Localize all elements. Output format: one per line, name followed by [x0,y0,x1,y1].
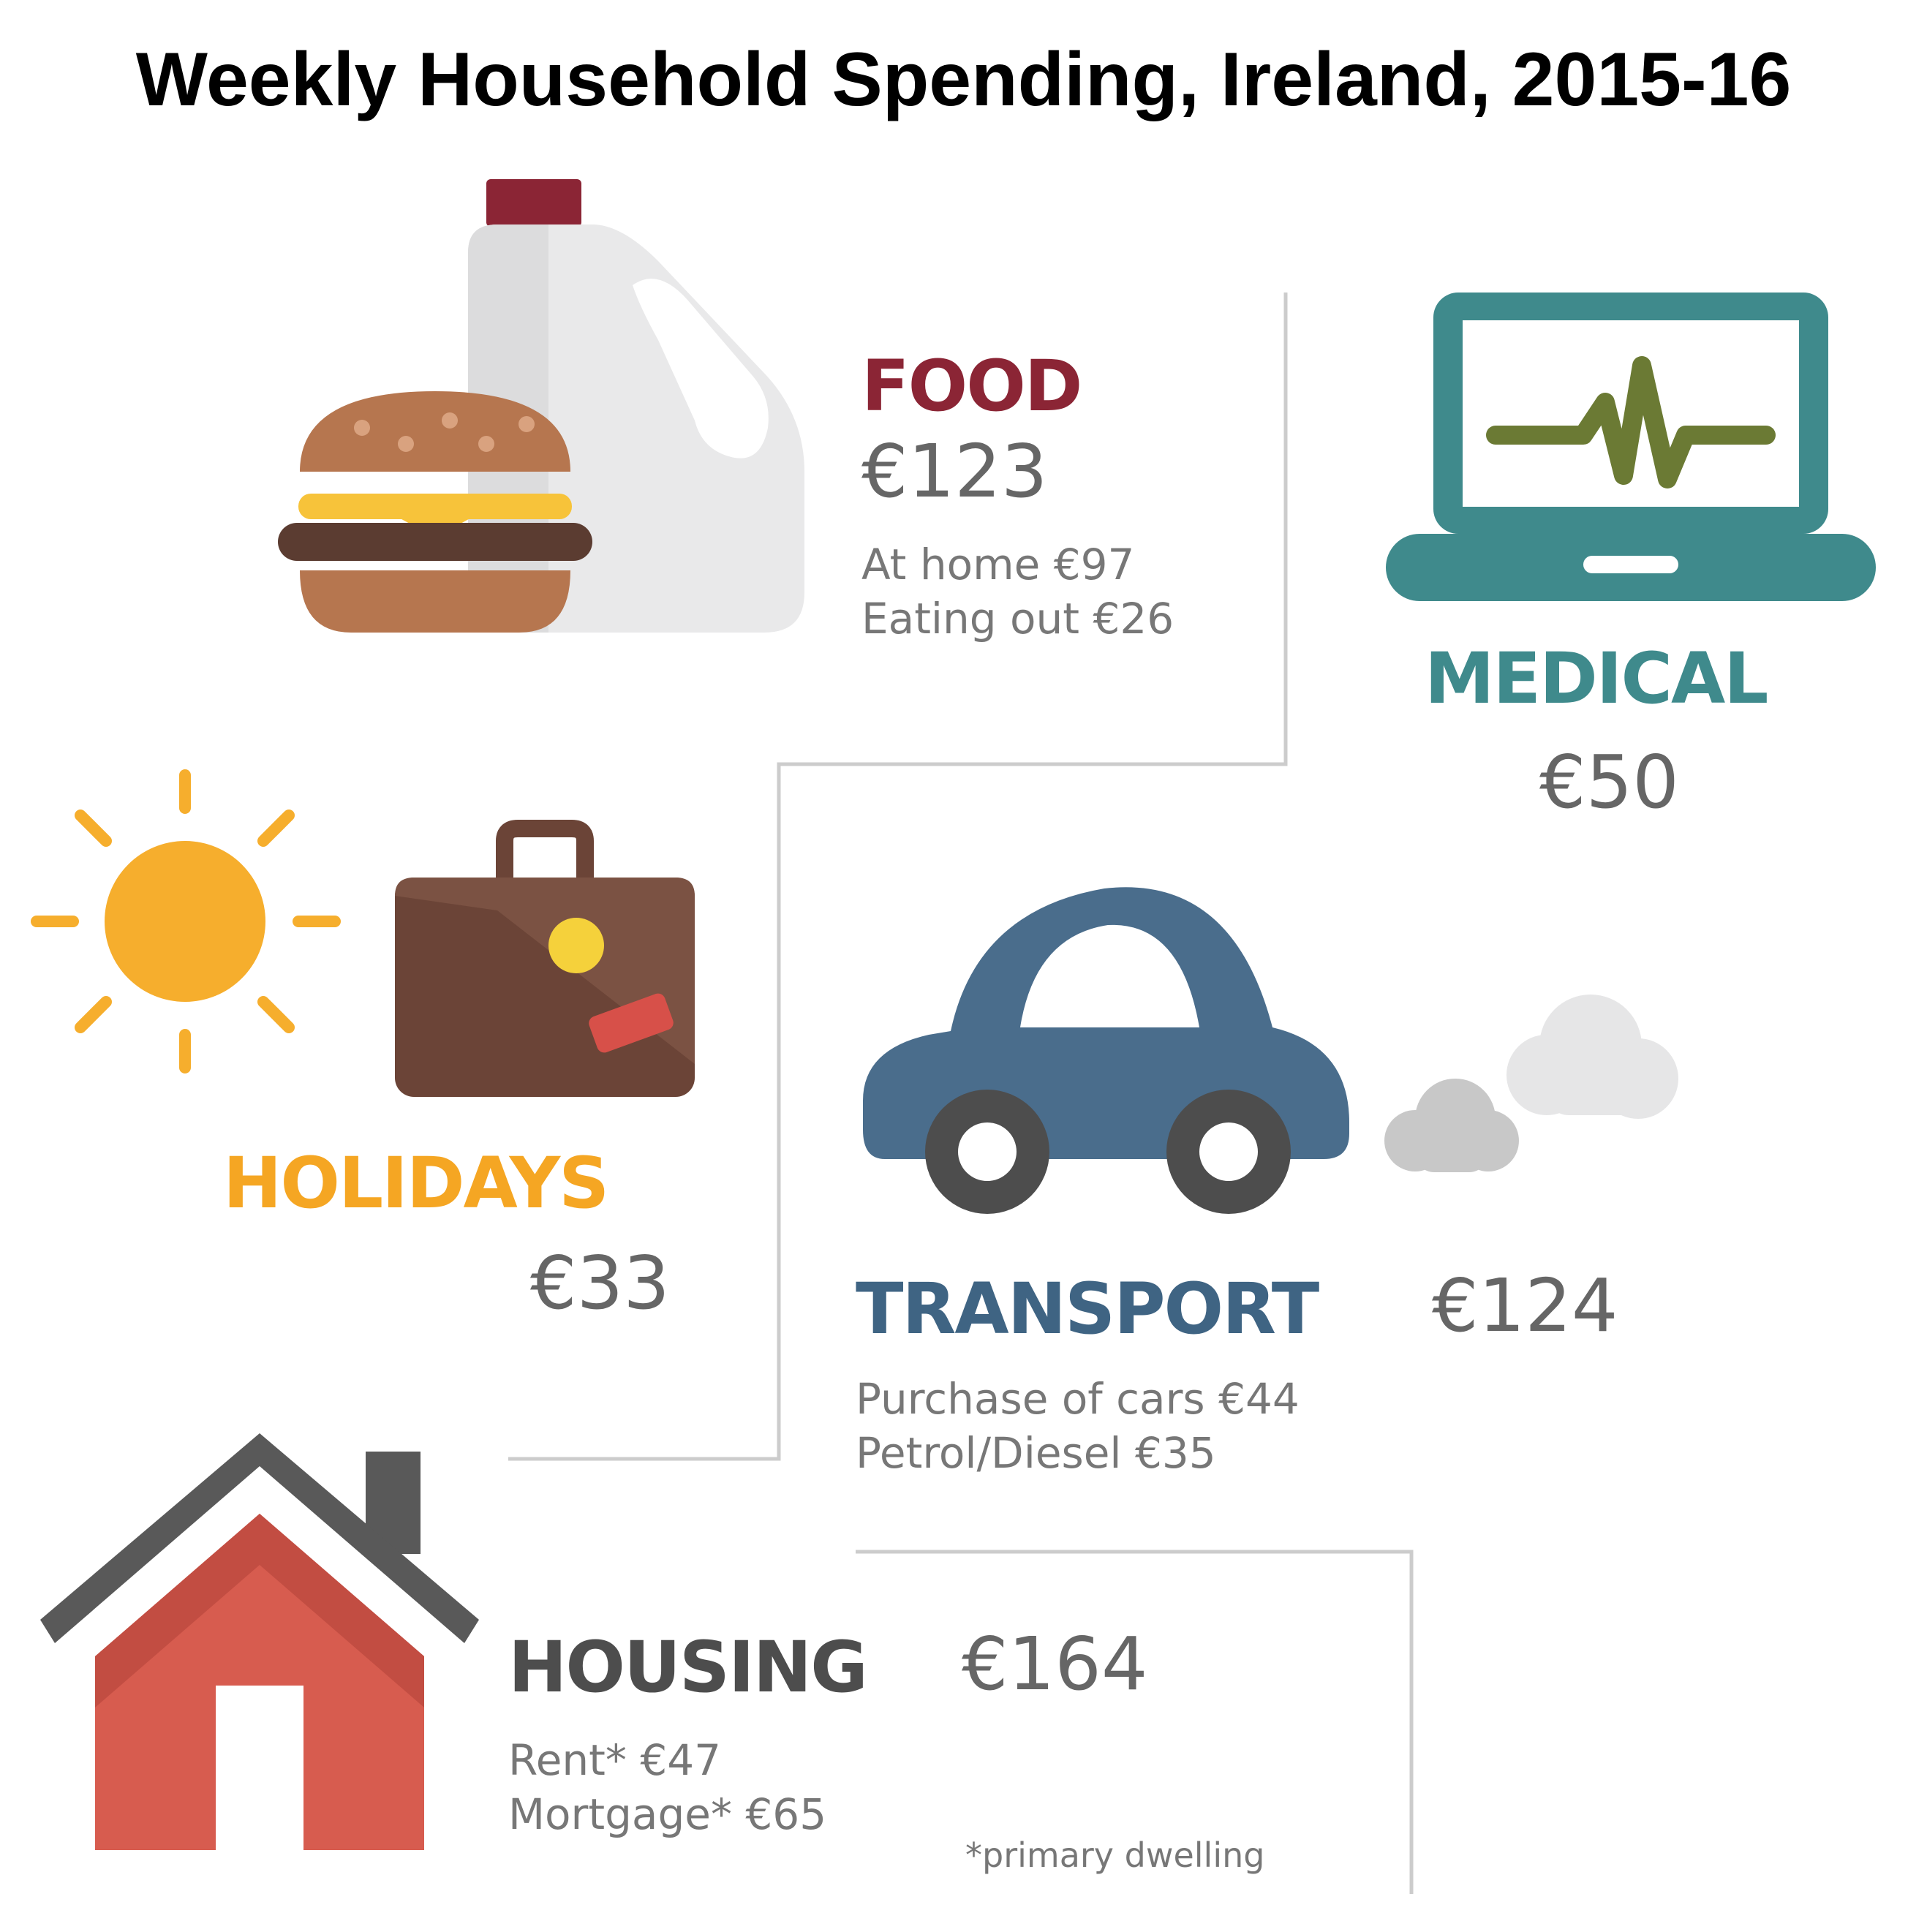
food-amount: €123 [861,429,1048,514]
housing-detail-rent: Rent* €47 [508,1735,722,1785]
burger-icon [278,391,592,633]
food-detail-at-home: At home €97 [861,540,1135,589]
car-icon [863,887,1349,1214]
transport-heading: TRANSPORT [856,1268,1319,1350]
transport-detail-cars: Purchase of cars €44 [856,1374,1300,1424]
housing-footnote: *primary dwelling [965,1835,1265,1875]
food-detail-eating-out: Eating out €26 [861,594,1174,644]
food-details: At home €97 Eating out €26 [861,537,1174,646]
holidays-amount: €33 [530,1240,670,1326]
exhaust-cloud-icon [1384,995,1678,1172]
page-title: Weekly Household Spending, Ireland, 2015… [135,37,1792,122]
housing-heading: HOUSING [508,1626,868,1708]
holidays-heading: HOLIDAYS [223,1142,609,1224]
medical-heading: MEDICAL [1425,638,1768,720]
food-heading: FOOD [861,345,1082,427]
housing-amount: €164 [962,1621,1148,1707]
medical-amount: €50 [1539,739,1679,825]
housing-detail-mortgage: Mortgage* €65 [508,1789,827,1840]
transport-amount: €124 [1432,1263,1618,1348]
housing-details: Rent* €47 Mortgage* €65 [508,1733,826,1841]
suitcase-icon [395,820,695,1097]
sun-icon [31,769,341,1073]
transport-details: Purchase of cars €44 Petrol/Diesel €35 [856,1372,1300,1480]
laptop-heartbeat-icon [1386,293,1876,601]
house-icon [40,1433,479,1850]
transport-detail-fuel: Petrol/Diesel €35 [856,1428,1216,1479]
